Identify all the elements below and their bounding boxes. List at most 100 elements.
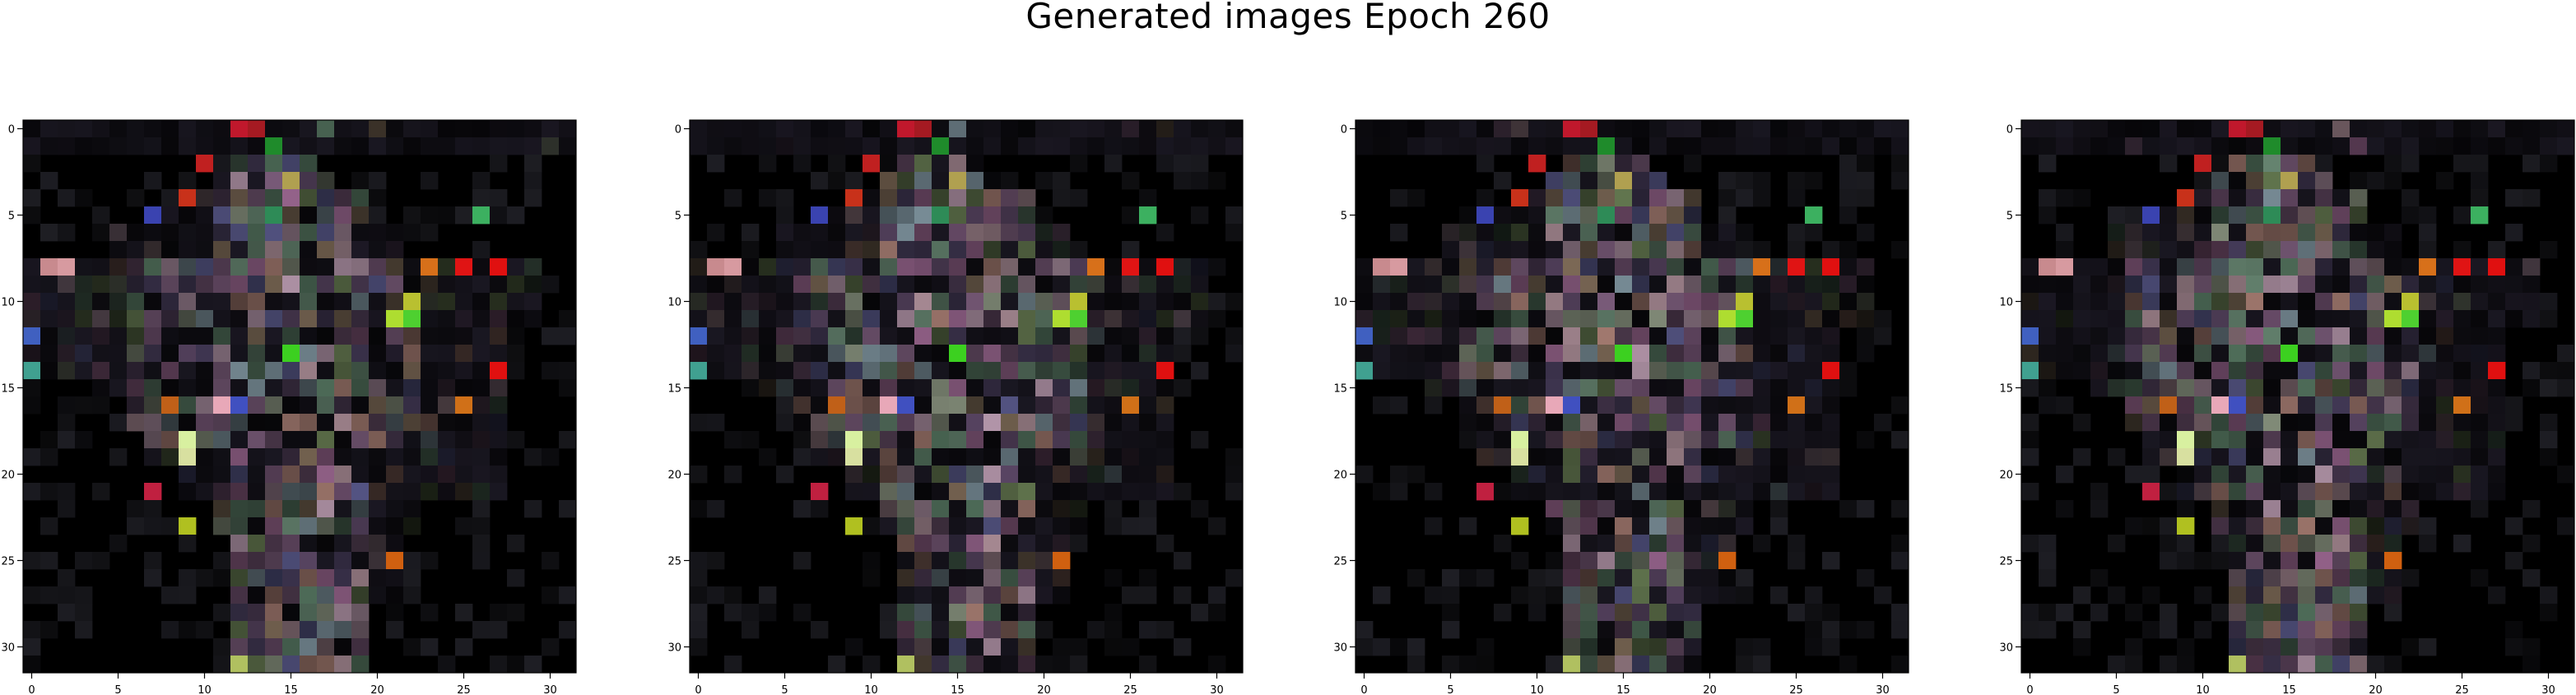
pixel-cell	[1597, 362, 1615, 379]
pixel-cell	[490, 483, 507, 500]
pixel-cell	[811, 224, 828, 241]
pixel-cell	[2056, 258, 2073, 276]
pixel-cell	[403, 327, 421, 345]
pixel-cell	[2263, 172, 2281, 189]
pixel-cell	[949, 638, 966, 656]
pixel-cell	[438, 379, 455, 396]
pixel-cell	[1122, 396, 1139, 414]
pixel-cell	[2263, 137, 2281, 155]
pixel-cell	[1822, 120, 1839, 137]
pixel-cell	[2263, 517, 2281, 535]
pixel-cell	[1597, 656, 1615, 673]
pixel-cell	[1494, 483, 1511, 500]
pixel-cell	[265, 604, 282, 621]
pixel-cell	[213, 517, 230, 535]
pixel-cell	[1597, 431, 1615, 448]
pixel-cell	[863, 310, 880, 327]
pixel-cell	[403, 379, 421, 396]
pixel-cell	[742, 327, 759, 345]
pixel-cell	[707, 414, 724, 431]
pixel-cell	[1839, 293, 1857, 310]
pixel-cell	[1511, 362, 1528, 379]
pixel-cell	[1001, 258, 1018, 276]
pixel-cell	[966, 206, 983, 224]
pixel-cell	[2315, 206, 2332, 224]
pixel-cell	[1139, 293, 1156, 310]
pixel-cell	[1156, 396, 1174, 414]
pixel-cell	[265, 569, 282, 586]
pixel-cell	[179, 396, 196, 414]
y-tick-label: 10	[1, 297, 15, 309]
pixel-cell	[2246, 500, 2263, 517]
pixel-cell	[914, 656, 932, 673]
pixel-cell	[828, 396, 845, 414]
pixel-cell	[1546, 414, 1563, 431]
pixel-cell	[1442, 293, 1459, 310]
pixel-cell	[759, 189, 776, 206]
pixel-cell	[1494, 293, 1511, 310]
pixel-cell	[230, 535, 248, 552]
pixel-cell	[1805, 258, 1822, 276]
pixel-cell	[179, 293, 196, 310]
pixel-cell	[914, 258, 932, 276]
pixel-cell	[1788, 137, 1805, 155]
pixel-cell	[1805, 310, 1822, 327]
pixel-cell	[1839, 310, 1857, 327]
pixel-cell	[334, 276, 351, 293]
pixel-cell	[2471, 500, 2488, 517]
pixel-cell	[2073, 310, 2090, 327]
pixel-cell	[1156, 362, 1174, 379]
pixel-cell	[23, 155, 40, 172]
pixel-cell	[1373, 258, 1390, 276]
pixel-cell	[438, 293, 455, 310]
pixel-cell	[40, 621, 58, 638]
pixel-cell	[2160, 310, 2177, 327]
pixel-cell	[1225, 466, 1243, 483]
pixel-cell	[23, 276, 40, 293]
pixel-cell	[507, 120, 524, 137]
pixel-cell	[92, 362, 109, 379]
pixel-cell	[2367, 224, 2384, 241]
pixel-cell	[1718, 120, 1736, 137]
pixel-cell	[369, 172, 386, 189]
pixel-cell	[742, 258, 759, 276]
pixel-cell	[248, 517, 265, 535]
pixel-cell	[1632, 483, 1649, 500]
pixel-cell	[369, 586, 386, 604]
pixel-cell	[2056, 396, 2073, 414]
pixel-cell	[403, 431, 421, 448]
pixel-cell	[472, 362, 490, 379]
pixel-cell	[2350, 224, 2367, 241]
pixel-cell	[2160, 604, 2177, 621]
pixel-cell	[2281, 431, 2298, 448]
pixel-cell	[793, 241, 811, 258]
pixel-cell	[2332, 638, 2350, 656]
pixel-cell	[1649, 500, 1667, 517]
pixel-cell	[1208, 258, 1225, 276]
pixel-cell	[403, 310, 421, 327]
y-tick-label: 25	[1, 556, 15, 568]
pixel-cell	[690, 466, 707, 483]
pixel-cell	[707, 345, 724, 362]
pixel-cell	[1805, 448, 1822, 466]
pixel-cell	[230, 241, 248, 258]
pixel-cell	[1459, 206, 1476, 224]
pixel-cell	[144, 258, 161, 276]
pixel-cell	[1459, 379, 1476, 396]
pixel-cell	[1857, 276, 1874, 293]
pixel-cell	[1122, 448, 1139, 466]
pixel-cell	[2142, 448, 2160, 466]
pixel-cell	[1649, 293, 1667, 310]
pixel-cell	[23, 552, 40, 569]
pixel-cell	[351, 379, 369, 396]
pixel-cell	[1632, 276, 1649, 293]
pixel-cell	[845, 414, 863, 431]
pixel-cell	[1390, 638, 1407, 656]
pixel-cell	[1373, 327, 1390, 345]
pixel-cell	[2177, 258, 2194, 276]
pixel-cell	[2108, 206, 2125, 224]
pixel-cell	[1667, 535, 1684, 552]
pixel-cell	[2436, 276, 2453, 293]
pixel-cell	[1035, 500, 1053, 517]
pixel-cell	[2246, 241, 2263, 258]
